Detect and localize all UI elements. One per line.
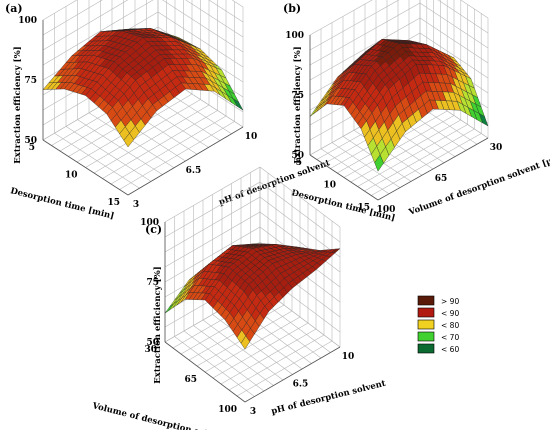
z-tick-label: 50 — [146, 338, 159, 348]
y-tick-label: 5 — [29, 143, 35, 153]
wall-gridline — [460, 0, 489, 19]
x-tick-label: 3 — [250, 407, 256, 417]
wall-gridline — [419, 17, 489, 64]
wall-gridline — [309, 0, 400, 51]
z-tick-label: 75 — [146, 278, 159, 288]
y-tick-label: 65 — [184, 375, 197, 385]
wall-gridline — [164, 196, 261, 253]
axis-edge — [309, 154, 379, 201]
floor-gridline — [204, 316, 301, 373]
response-surface — [309, 39, 489, 172]
color-legend: > 90 < 90 < 80 < 70 < 60 — [417, 295, 459, 354]
wall-gridline — [419, 2, 489, 49]
response-surface — [164, 243, 341, 350]
floor-gridline — [343, 115, 455, 178]
legend-label: < 70 — [441, 333, 459, 342]
wall-gridline — [259, 181, 341, 243]
z-tick-label: 100 — [140, 218, 159, 228]
legend-swatch — [417, 307, 435, 318]
x-tick-label: 65 — [435, 174, 448, 184]
legend-label: < 80 — [441, 321, 459, 330]
panel-letter: (b) — [283, 2, 301, 15]
legend-label: < 60 — [441, 345, 459, 354]
legend-swatch — [417, 343, 435, 354]
floor-gridline — [85, 99, 201, 168]
surface-cell — [164, 303, 174, 314]
axis-edge — [42, 139, 129, 196]
surface-cell — [374, 154, 384, 172]
wall-gridline — [164, 166, 261, 223]
wall-gridline — [164, 226, 261, 283]
z-axis-title: Extraction efficiency [%] — [293, 46, 303, 163]
axis-edge — [127, 126, 244, 196]
legend-swatch — [417, 331, 435, 342]
z-tick-label: 50 — [291, 151, 304, 161]
x-tick-label: 10 — [342, 352, 355, 362]
z-tick-label: 75 — [291, 91, 304, 101]
wall-gridline — [162, 0, 244, 53]
wall-gridline — [42, 0, 129, 51]
y-tick-label: 30 — [144, 345, 157, 355]
x-tick-label: 6.5 — [293, 380, 309, 390]
wall-gridline — [208, 0, 244, 23]
axis-edge — [244, 346, 341, 403]
legend-swatch — [417, 319, 435, 330]
wall-gridline — [42, 0, 103, 36]
z-tick-label: 75 — [24, 76, 37, 86]
wall-gridline — [185, 0, 244, 38]
axis-edge — [164, 341, 246, 403]
z-tick-label: 100 — [18, 16, 37, 26]
legend-swatch — [417, 295, 435, 306]
response-surface — [42, 28, 244, 148]
axis-edge — [377, 137, 489, 201]
y-tick-label: 5 — [296, 158, 302, 168]
x-tick-label: 30 — [490, 143, 503, 153]
y-tick-label: 15 — [357, 203, 370, 213]
wall-gridline — [309, 2, 421, 66]
z-axis-title: Extraction efficiency [%] — [13, 46, 23, 163]
y-tick-label: 10 — [65, 171, 78, 181]
x-tick-label: 3 — [133, 200, 139, 210]
surface-cell — [240, 335, 250, 350]
wall-gridline — [259, 166, 341, 228]
wall-gridline — [419, 32, 489, 79]
y-axis-title: Desorption time [min] — [9, 186, 115, 221]
z-tick-label: 100 — [285, 31, 304, 41]
wall-gridline — [259, 211, 341, 273]
x-tick-label: 6.5 — [186, 166, 202, 176]
z-axis-title: Extraction efficiency [%] — [153, 266, 163, 383]
legend-label: < 90 — [441, 309, 459, 318]
x-axis-title: pH of desorption solvent — [270, 379, 387, 417]
y-tick-label: 15 — [107, 198, 120, 208]
y-tick-label: 10 — [323, 181, 336, 191]
wall-gridline — [309, 17, 421, 81]
wall-gridline — [157, 11, 244, 68]
panel-letter: (c) — [145, 223, 162, 236]
wall-gridline — [164, 181, 261, 238]
wall-gridline — [437, 0, 489, 34]
wall-gridline — [259, 196, 341, 258]
surface-cell — [123, 132, 134, 148]
wall-gridline — [164, 211, 261, 268]
wall-gridline — [42, 0, 154, 66]
x-tick-label: 10 — [245, 132, 258, 142]
y-tick-label: 100 — [218, 405, 237, 415]
wall-gridline — [42, 0, 78, 21]
panel-letter: (a) — [5, 2, 23, 15]
z-tick-label: 50 — [24, 136, 37, 146]
legend-label: > 90 — [441, 297, 459, 306]
wall-gridline — [309, 0, 373, 36]
x-tick-label: 100 — [377, 205, 396, 215]
